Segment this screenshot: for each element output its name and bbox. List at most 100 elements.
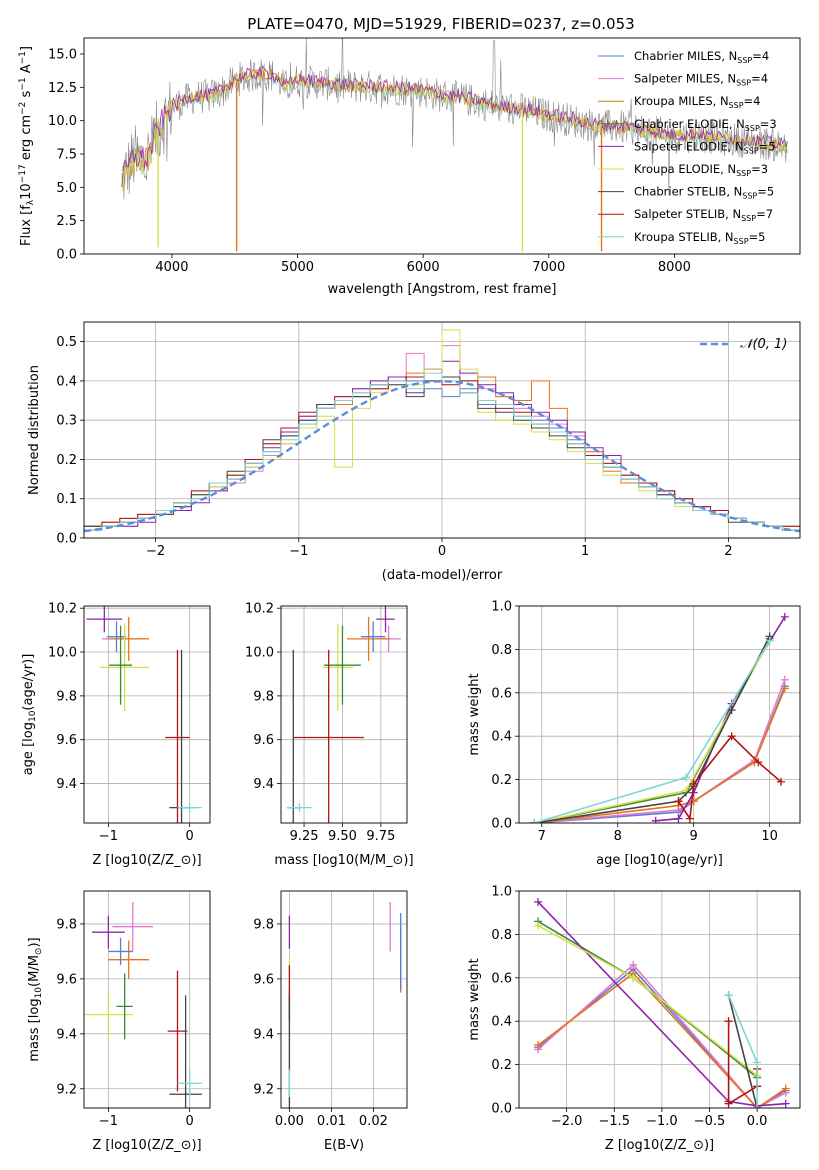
- y-tick-label: 9.2: [56, 1082, 77, 1097]
- label-part: =5: [749, 230, 766, 244]
- x-tick-label: 7000: [532, 260, 565, 275]
- y-tick-label: 0.2: [491, 773, 512, 788]
- x-tick-label: −2.0: [551, 1114, 583, 1129]
- weight-line: [534, 640, 771, 823]
- weight-data: [534, 897, 790, 1108]
- x-axis-label: age [log10(age/yr)]: [596, 853, 723, 868]
- gaussian-line: [84, 380, 800, 533]
- weight_vs_z-panel: −2.0 −1.5 −1.0 −0.5 0.0 0.0 0.2 0.4 0.6 0.8 1.0 Z […: [467, 885, 801, 1153]
- label-part: ]: [19, 46, 34, 51]
- y-tick-label: 5.0: [56, 181, 77, 196]
- x-tick-label: 7: [538, 829, 546, 844]
- label-part: =4: [751, 72, 768, 86]
- y-tick-label: 0.2: [491, 1058, 512, 1073]
- x-tick-label: 9: [690, 829, 698, 844]
- label-part: Chabrier ELODIE, N: [634, 117, 745, 131]
- data-spectrum-line: [121, 38, 788, 200]
- label-part: ⊙: [34, 948, 44, 956]
- weight-marker: [754, 758, 763, 767]
- mass_vs_ebv-panel: 0.00 0.01 0.02 9.2 9.4 9.6 9.8 E(B-V): [253, 890, 408, 1153]
- legend-label: Chabrier STELIB, NSSP=5: [634, 185, 774, 201]
- x-tick-label: −2: [146, 544, 165, 559]
- weight-marker: [724, 991, 733, 1000]
- weight-marker: [629, 973, 638, 982]
- weight-marker: [765, 636, 774, 645]
- axes-frame: [83, 605, 211, 824]
- weight-marker: [534, 1041, 543, 1050]
- y-tick-label: 9.4: [56, 1027, 77, 1042]
- label-part: =4: [752, 49, 769, 63]
- y-axis-label: mass [log10(M/M⊙)]: [27, 937, 44, 1061]
- label-part: SSP: [744, 146, 759, 155]
- legend-label: 𝒩(0, 1): [740, 337, 787, 352]
- label-part: mass [log: [27, 998, 42, 1061]
- y-tick-label: 1.0: [491, 885, 512, 900]
- weight-marker: [724, 1099, 733, 1108]
- y-axis-label: mass weight: [467, 958, 482, 1040]
- x-tick-label: 9.25: [290, 829, 319, 844]
- y-axis-label: Normed distribution: [27, 365, 42, 495]
- age_vs_z-panel: −1 0 9.4 9.6 9.8 10.0 10.2 Z [log10(Z/Z_⊙)] age …: [21, 602, 211, 868]
- mass_vs_z-panel: −1 0 9.2 9.4 9.6 9.8 Z [log10(Z/Z_⊙)] mass [log…: [27, 890, 211, 1153]
- x-tick-label: −1: [99, 1114, 118, 1129]
- y-tick-label: 10.0: [48, 646, 77, 661]
- label-part: mass weight: [467, 958, 482, 1040]
- label-part: 10: [19, 183, 34, 200]
- spectrum-panel: 4000 5000 6000 7000 8000 0.0 2.5 5.0 7.5 10.0 12.5…: [18, 37, 801, 297]
- x-tick-label: 6000: [407, 260, 440, 275]
- x-axis-label: Z [log10(Z/Z_⊙)]: [92, 853, 201, 868]
- x-tick-label: −1: [289, 544, 308, 559]
- y-axis-label: mass weight: [467, 673, 482, 755]
- weight-line: [537, 901, 786, 1107]
- label-part: Flux [f: [19, 205, 34, 246]
- spectrum-data: [121, 38, 788, 252]
- weight-marker: [753, 1058, 762, 1067]
- label-part: 10: [34, 987, 44, 999]
- weight-line: [537, 963, 787, 1108]
- weight-marker: [780, 612, 789, 621]
- label-part: (M/M: [27, 955, 42, 987]
- y-tick-label: 9.6: [56, 733, 77, 748]
- label-part: s: [19, 90, 34, 101]
- x-tick-label: −1: [99, 829, 118, 844]
- label-part: =3: [751, 162, 768, 176]
- weight-marker: [530, 819, 539, 823]
- label-part: =5: [757, 185, 774, 199]
- legend-label: Chabrier MILES, NSSP=4: [634, 49, 769, 65]
- y-axis-label: Flux [fλ10−17 erg cm−2 s−1 A−1]: [18, 46, 36, 246]
- axes-frame: [518, 605, 801, 824]
- x-axis-label: mass [log10(M/M_⊙)]: [274, 853, 413, 868]
- weight-marker: [727, 732, 736, 741]
- weight-marker: [674, 797, 683, 806]
- weight-line: [534, 638, 771, 823]
- label-part: SSP: [736, 169, 751, 178]
- weight-data: [530, 612, 789, 823]
- y-tick-label: 9.8: [253, 689, 274, 704]
- x-tick-label: 0: [438, 544, 446, 559]
- x-tick-label: 0.0: [747, 1114, 768, 1129]
- x-tick-label: 10: [761, 829, 778, 844]
- x-axis-label: Z [log10(Z/Z_⊙)]: [605, 1138, 714, 1153]
- x-axis-label: E(B-V): [324, 1138, 364, 1153]
- weight-marker: [780, 684, 789, 693]
- label-part: =4: [744, 94, 761, 108]
- label-part: Kroupa STELIB, N: [634, 230, 734, 244]
- model-spectrum-line: [121, 65, 788, 188]
- y-tick-label: 0.4: [491, 1015, 512, 1030]
- residuals-panel: −2 −1 0 1 2 0.0 0.1 0.2 0.3 0.4 0.5 (data-model)/er…: [27, 321, 801, 583]
- y-tick-label: 7.5: [56, 148, 77, 163]
- x-tick-label: 0: [186, 829, 194, 844]
- label-part: SSP: [737, 56, 752, 65]
- label-part: SSP: [734, 237, 749, 246]
- y-tick-label: 12.5: [48, 81, 77, 96]
- x-axis-label: Z [log10(Z/Z_⊙)]: [92, 1138, 201, 1153]
- x-tick-label: −1.5: [598, 1114, 630, 1129]
- legend-label: Kroupa MILES, NSSP=4: [634, 94, 760, 110]
- x-tick-label: 9.50: [328, 829, 357, 844]
- y-tick-label: 0.0: [491, 817, 512, 832]
- label-part: Salpeter ELODIE, N: [634, 139, 744, 153]
- weight-marker: [780, 675, 789, 684]
- label-part: A: [19, 64, 34, 77]
- y-tick-label: 9.8: [56, 917, 77, 932]
- errorbar-data: [86, 606, 202, 823]
